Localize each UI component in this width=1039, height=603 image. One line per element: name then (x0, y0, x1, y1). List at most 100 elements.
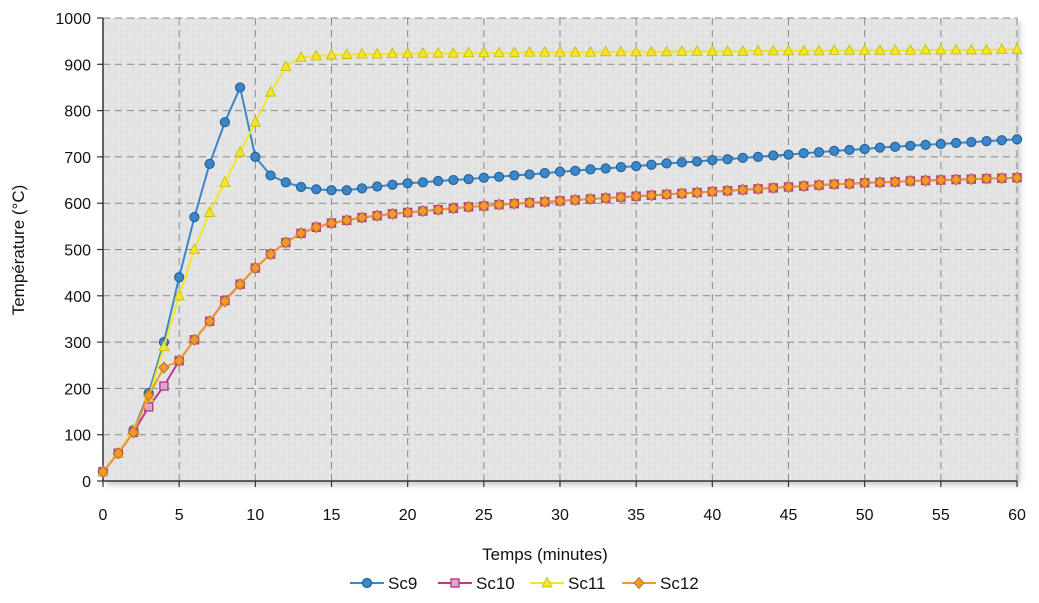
data-point-sc9 (783, 149, 794, 160)
data-point-sc9 (935, 138, 946, 150)
data-point-sc11 (706, 44, 718, 56)
x-tick-label: 30 (551, 507, 569, 524)
data-point-sc12 (600, 192, 612, 205)
data-point-sc10 (159, 381, 169, 391)
data-point-sc11 (447, 46, 460, 58)
data-point-sc12 (112, 447, 124, 460)
data-point-sc12 (280, 236, 292, 249)
data-point-sc11 (737, 44, 749, 56)
data-point-sc11 (371, 47, 383, 59)
data-point-sc11 (859, 44, 871, 55)
grid-lines (103, 17, 1018, 481)
data-point-sc11 (691, 44, 703, 56)
data-point-sc11 (523, 45, 536, 57)
data-point-sc11 (600, 45, 612, 57)
data-point-sc12 (402, 206, 414, 219)
legend-swatch-marker (361, 577, 373, 589)
data-point-sc12 (219, 295, 231, 308)
data-point-sc9 (448, 174, 459, 186)
data-point-sc11 (402, 47, 414, 59)
data-point-sc12 (417, 204, 429, 218)
data-point-sc9 (402, 178, 413, 189)
y-tick-label: 900 (64, 57, 91, 74)
legend-label: Sc12 (660, 574, 699, 593)
data-point-sc12 (569, 193, 581, 207)
data-point-sc11 (356, 47, 368, 59)
data-point-sc11 (660, 45, 673, 57)
data-point-sc12 (356, 211, 368, 224)
data-point-sc9 (433, 175, 444, 187)
y-axis-title: Température (°C) (9, 185, 28, 316)
data-point-sc9 (966, 136, 977, 148)
data-point-sc12 (615, 191, 627, 204)
data-point-sc12 (691, 186, 703, 199)
legend-swatch-marker (541, 576, 553, 588)
data-point-sc12 (935, 173, 947, 187)
data-point-sc11 (462, 46, 475, 58)
data-point-sc9 (326, 185, 337, 196)
data-point-sc11 (341, 48, 353, 59)
x-axis-ticks: 0 5 10 15 20 25 30 35 40 45 50 55 60 (99, 481, 1026, 524)
x-tick-label: 40 (703, 507, 721, 524)
data-point-sc11 (417, 46, 429, 58)
data-point-sc12 (463, 200, 475, 213)
series-sc9 (97, 82, 1023, 477)
data-point-sc9 (737, 152, 748, 163)
legend-item-sc9: Sc9 (350, 574, 417, 593)
data-point-sc12 (341, 214, 353, 227)
data-point-sc9 (646, 159, 657, 170)
data-point-sc9 (707, 155, 718, 166)
data-point-sc12 (539, 195, 551, 208)
data-point-sc11 (950, 43, 962, 55)
data-point-sc9 (798, 148, 809, 159)
data-point-sc9 (417, 177, 428, 188)
data-point-sc9 (996, 135, 1007, 146)
data-point-sc12 (920, 174, 932, 187)
data-point-sc12 (432, 203, 444, 216)
data-point-sc9 (859, 143, 870, 155)
data-point-sc11 (554, 45, 566, 57)
x-tick-label: 25 (475, 507, 493, 524)
legend-item-sc12: Sc12 (622, 574, 699, 593)
data-point-sc11 (828, 44, 840, 55)
data-point-sc12 (143, 389, 155, 402)
data-point-sc9 (676, 157, 687, 168)
data-point-sc12 (980, 172, 993, 185)
data-point-sc12 (706, 185, 718, 198)
data-point-sc9 (356, 183, 368, 194)
data-point-sc9 (981, 136, 992, 147)
data-point-sc12 (813, 179, 825, 192)
data-point-sc12 (584, 192, 597, 206)
data-point-sc11 (249, 115, 261, 127)
data-point-sc9 (1011, 134, 1023, 145)
data-point-sc9 (752, 151, 764, 162)
data-point-sc12 (874, 176, 886, 189)
data-point-sc12 (782, 180, 795, 194)
data-point-sc11 (980, 43, 993, 55)
data-point-sc9 (829, 145, 840, 156)
data-point-sc12 (904, 174, 916, 188)
data-point-sc11 (264, 85, 277, 97)
y-tick-label: 700 (64, 150, 91, 167)
data-point-sc9 (189, 211, 200, 223)
x-tick-label: 55 (932, 507, 950, 524)
y-tick-label: 800 (64, 104, 91, 121)
data-point-sc12 (234, 278, 246, 291)
data-point-sc11 (676, 44, 688, 56)
x-tick-label: 0 (99, 507, 108, 524)
x-tick-label: 50 (856, 507, 874, 524)
data-point-sc11 (935, 43, 947, 55)
y-tick-label: 0 (82, 474, 91, 491)
data-point-sc11 (843, 44, 856, 55)
data-point-sc12 (767, 181, 779, 195)
legend-label: Sc9 (388, 574, 417, 593)
data-point-sc9 (844, 144, 855, 156)
data-point-sc11 (767, 44, 779, 56)
data-point-sc11 (432, 46, 444, 58)
data-point-sc12 (889, 175, 901, 188)
data-point-sc12 (1011, 171, 1023, 184)
data-point-sc11 (630, 45, 642, 57)
data-point-sc11 (752, 44, 764, 56)
data-point-sc9 (524, 169, 535, 180)
